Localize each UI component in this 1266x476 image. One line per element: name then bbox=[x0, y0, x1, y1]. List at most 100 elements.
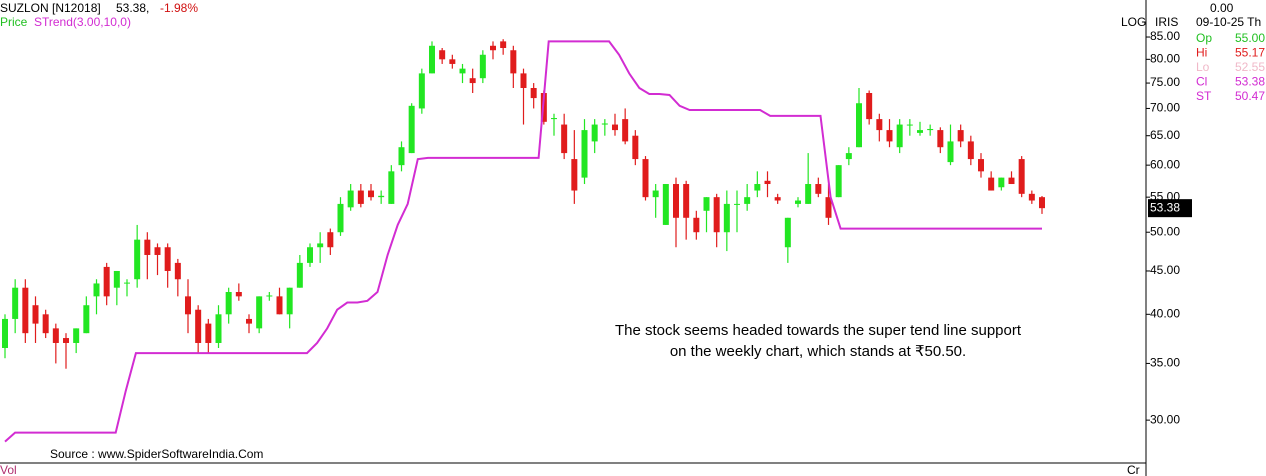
candle-body bbox=[307, 247, 313, 263]
candle-body bbox=[967, 141, 974, 160]
candle-body bbox=[378, 195, 385, 198]
candle-body bbox=[998, 177, 1005, 188]
y-tick-label: 70.00 bbox=[1150, 101, 1180, 115]
candle-body bbox=[276, 296, 283, 315]
candle-body bbox=[113, 270, 120, 288]
candle-body bbox=[246, 318, 252, 324]
candle-body bbox=[978, 159, 984, 172]
annotation: The stock seems headed towards the super… bbox=[615, 322, 1022, 339]
volume-label: Vol bbox=[0, 463, 17, 476]
candle-body bbox=[1008, 177, 1015, 185]
candle-body bbox=[103, 266, 110, 297]
candle-body bbox=[784, 217, 791, 248]
candle-body bbox=[52, 328, 59, 343]
candle-body bbox=[845, 153, 852, 160]
candle-body bbox=[469, 78, 476, 84]
candle-body bbox=[2, 318, 8, 348]
annotation: on the weekly chart, which stands at ₹50… bbox=[670, 343, 966, 360]
candle-body bbox=[896, 124, 903, 148]
info-value: 50.47 bbox=[1235, 89, 1265, 103]
candle-body bbox=[347, 190, 354, 208]
info-value: 53.38 bbox=[1235, 75, 1265, 89]
candle-body bbox=[652, 190, 659, 198]
candle-body bbox=[327, 232, 334, 248]
candle-body bbox=[825, 197, 832, 218]
candle-body bbox=[673, 184, 679, 218]
legend-price: Price bbox=[0, 15, 28, 29]
candle-body bbox=[683, 184, 690, 218]
candle-body bbox=[357, 190, 364, 204]
candle-body bbox=[32, 305, 39, 324]
last-price-box bbox=[1148, 199, 1192, 218]
candle-body bbox=[876, 119, 883, 131]
candle-body bbox=[835, 165, 842, 198]
candle-body bbox=[215, 314, 222, 343]
candle-body bbox=[418, 73, 425, 109]
candle-body bbox=[693, 217, 700, 233]
template: IRIS bbox=[1155, 15, 1178, 29]
candle-body bbox=[632, 135, 639, 160]
candle-body bbox=[520, 73, 527, 89]
candle-body bbox=[429, 45, 435, 74]
symbol: SUZLON [N12018] bbox=[0, 1, 101, 15]
candle-body bbox=[63, 338, 69, 343]
candle-body bbox=[571, 159, 578, 191]
candle-body bbox=[1039, 197, 1045, 209]
candle-body bbox=[205, 323, 212, 343]
candle-body bbox=[530, 88, 537, 99]
candle-body bbox=[195, 309, 202, 343]
candle-body bbox=[744, 197, 751, 204]
candle-body bbox=[12, 287, 19, 319]
candle-body bbox=[612, 124, 618, 131]
candle-body bbox=[256, 296, 263, 329]
candle-body bbox=[1028, 193, 1035, 201]
candle-body bbox=[662, 184, 669, 225]
candle-body bbox=[642, 159, 649, 198]
info-top: 0.00 bbox=[1210, 1, 1234, 15]
candle-body bbox=[368, 190, 374, 198]
candle-body bbox=[286, 287, 293, 315]
candle-body bbox=[296, 262, 303, 288]
info-value: 52.55 bbox=[1235, 60, 1265, 74]
y-tick-label: 75.00 bbox=[1150, 75, 1180, 89]
candle-body bbox=[490, 45, 496, 51]
candle-body bbox=[124, 282, 130, 284]
candle-body bbox=[754, 184, 761, 191]
legend-indicator: STrend(3.00,10,0) bbox=[34, 15, 131, 29]
y-tick-label: 30.00 bbox=[1150, 412, 1180, 426]
candle-body bbox=[408, 105, 415, 154]
bottom-right-label: Cr bbox=[1127, 463, 1140, 476]
y-tick-label: 45.00 bbox=[1150, 263, 1180, 277]
info-label: ST bbox=[1196, 89, 1212, 103]
y-tick-label: 35.00 bbox=[1150, 356, 1180, 370]
candle-body bbox=[703, 197, 710, 211]
candle-body bbox=[154, 247, 161, 255]
candle-body bbox=[317, 243, 324, 248]
candle-body bbox=[73, 328, 80, 343]
candle-body bbox=[906, 124, 913, 126]
candle-body bbox=[805, 184, 812, 204]
change: -1.98% bbox=[160, 1, 198, 15]
candle-body bbox=[561, 124, 568, 154]
info-value: 55.17 bbox=[1235, 46, 1265, 60]
candle-body bbox=[917, 130, 923, 133]
candle-body bbox=[795, 200, 801, 204]
last-price: 53.38 bbox=[1150, 200, 1180, 214]
candle-body bbox=[510, 50, 517, 74]
candle-body bbox=[235, 292, 242, 297]
info-label: Op bbox=[1196, 31, 1212, 45]
y-tick-label: 80.00 bbox=[1150, 51, 1180, 65]
candle-body bbox=[459, 68, 466, 74]
candle-body bbox=[551, 118, 557, 120]
candle-body bbox=[723, 203, 730, 233]
candle-body bbox=[388, 171, 395, 204]
candle-body bbox=[622, 119, 629, 142]
y-tick-label: 85.00 bbox=[1150, 29, 1180, 43]
candle-body bbox=[144, 239, 151, 255]
candle-body bbox=[815, 184, 822, 194]
candle-body bbox=[500, 41, 507, 49]
candle-body bbox=[134, 239, 141, 280]
candle-body bbox=[174, 262, 181, 280]
